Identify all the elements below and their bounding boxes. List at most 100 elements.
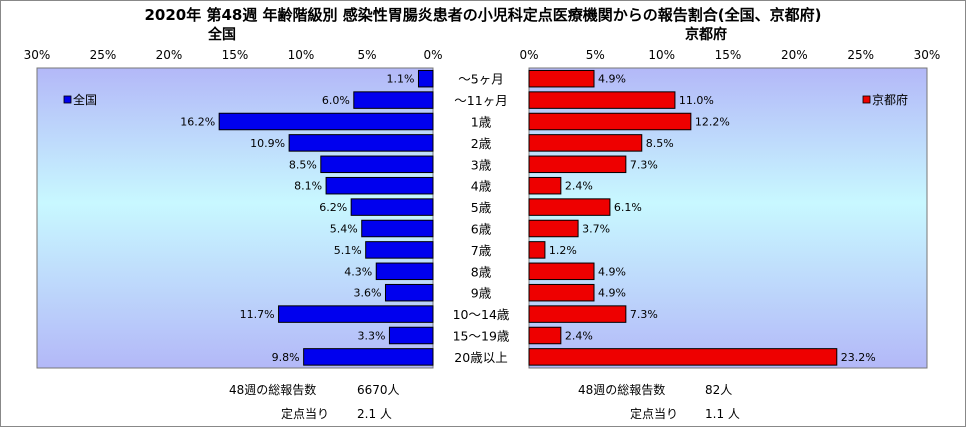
right-bar-value-label: 12.2% — [695, 116, 730, 129]
category-label: 9歳 — [471, 286, 492, 301]
right-x-tick-label: 20% — [781, 48, 808, 62]
left-panel-title: 全国 — [207, 26, 236, 43]
right-bar — [528, 134, 643, 152]
left-x-tick-label: 20% — [156, 48, 183, 62]
right-bar-value-label: 7.3% — [630, 158, 658, 171]
right-bar-value-label: 11.0% — [679, 94, 714, 107]
right-bar-value-label: 3.7% — [582, 223, 610, 236]
left-x-tick-label: 15% — [222, 48, 249, 62]
left-bar-value-label: 9.8% — [272, 351, 300, 364]
right-bar — [528, 326, 562, 345]
left-bar-value-label: 8.1% — [294, 180, 322, 193]
left-bar — [384, 283, 434, 302]
category-label: ～5ヶ月 — [458, 72, 503, 87]
chart-title: 2020年 第48週 年齢階級別 感染性胃腸炎患者の小児科定点医療機関からの報告… — [144, 6, 821, 24]
legend-label-kyoto: 京都府 — [872, 92, 908, 107]
right-bar — [528, 305, 627, 323]
left-x-tick-label: 0% — [423, 48, 442, 62]
category-label: 5歳 — [471, 200, 492, 215]
right-x-tick-label: 30% — [914, 48, 941, 62]
right-bar — [528, 176, 562, 195]
left-x-tick-label: 10% — [288, 48, 315, 62]
category-label: 10～14歳 — [453, 307, 510, 322]
right-bar — [528, 112, 692, 131]
right-bar — [528, 198, 611, 216]
left-bar-value-label: 5.4% — [330, 223, 358, 236]
category-label: 2歳 — [471, 136, 492, 151]
right-bar-value-label: 1.2% — [549, 244, 577, 257]
right-bar-value-label: 4.9% — [598, 287, 626, 300]
left-bar — [278, 305, 434, 323]
category-label: 15～19歳 — [453, 329, 510, 344]
right-bar-value-label: 4.9% — [598, 265, 626, 278]
left-bar — [388, 326, 434, 345]
left-total-reports-label: 48週の総報告数 — [229, 382, 316, 397]
left-bar-value-label: 6.2% — [319, 201, 347, 214]
left-bar-value-label: 10.9% — [250, 137, 285, 150]
left-bar-value-label: 4.3% — [344, 265, 372, 278]
left-bar-value-label: 16.2% — [180, 116, 215, 129]
left-bar — [218, 112, 434, 131]
right-bar-value-label: 6.1% — [614, 201, 642, 214]
right-bar — [528, 69, 595, 88]
left-per-site-value: 2.1 人 — [357, 407, 392, 421]
right-panel-title: 京都府 — [685, 26, 727, 43]
category-label: 1歳 — [471, 115, 492, 130]
left-bar — [320, 155, 434, 174]
right-x-tick-label: 15% — [715, 48, 742, 62]
left-bar — [361, 219, 434, 238]
left-bar-value-label: 1.1% — [387, 73, 415, 86]
left-bar — [325, 176, 434, 195]
right-bar — [528, 283, 595, 302]
right-bar — [528, 262, 595, 281]
left-x-tick-label: 30% — [24, 48, 51, 62]
legend-swatch-national — [63, 95, 72, 104]
left-bar-value-label: 11.7% — [240, 308, 275, 321]
left-bar — [375, 262, 434, 281]
left-bar-value-label: 8.5% — [289, 158, 317, 171]
category-label: 8歳 — [471, 264, 492, 279]
right-x-tick-label: 25% — [847, 48, 874, 62]
right-bar-value-label: 2.4% — [565, 330, 593, 343]
category-label: 4歳 — [471, 179, 492, 194]
right-total-reports-value: 82人 — [705, 383, 732, 397]
left-bar-value-label: 6.0% — [322, 94, 350, 107]
left-bar — [350, 198, 434, 216]
right-per-site-label: 定点当り — [630, 406, 678, 421]
left-bar — [365, 241, 434, 259]
right-bar — [528, 91, 676, 109]
left-bar-value-label: 5.1% — [334, 244, 362, 257]
right-x-tick-label: 0% — [519, 48, 538, 62]
left-bar — [303, 348, 434, 366]
legend-swatch-kyoto — [862, 95, 871, 104]
left-bar — [417, 69, 434, 88]
right-per-site-value: 1.1 人 — [705, 407, 740, 421]
right-bar-value-label: 4.9% — [598, 73, 626, 86]
category-label: 3歳 — [471, 157, 492, 172]
left-total-reports-value: 6670人 — [357, 383, 400, 397]
left-per-site-label: 定点当り — [281, 406, 329, 421]
legend-label-national: 全国 — [73, 92, 97, 107]
category-label: ～11ヶ月 — [454, 93, 507, 108]
right-bar-value-label: 8.5% — [646, 137, 674, 150]
right-x-tick-label: 10% — [648, 48, 675, 62]
right-bar — [528, 241, 546, 259]
left-bar-value-label: 3.3% — [357, 330, 385, 343]
left-x-tick-label: 25% — [90, 48, 117, 62]
category-label: 7歳 — [471, 243, 492, 258]
left-bar — [353, 91, 434, 109]
right-total-reports-label: 48週の総報告数 — [578, 382, 665, 397]
right-bar-value-label: 23.2% — [841, 351, 876, 364]
left-x-tick-label: 5% — [357, 48, 376, 62]
category-label: 20歳以上 — [454, 350, 507, 365]
left-bar — [288, 134, 434, 152]
right-bar-value-label: 2.4% — [565, 180, 593, 193]
left-bar-value-label: 3.6% — [354, 287, 382, 300]
right-bar — [528, 219, 579, 238]
right-bar — [528, 348, 838, 366]
category-label: 6歳 — [471, 222, 492, 237]
right-bar — [528, 155, 627, 174]
right-x-tick-label: 5% — [586, 48, 605, 62]
right-bar-value-label: 7.3% — [630, 308, 658, 321]
